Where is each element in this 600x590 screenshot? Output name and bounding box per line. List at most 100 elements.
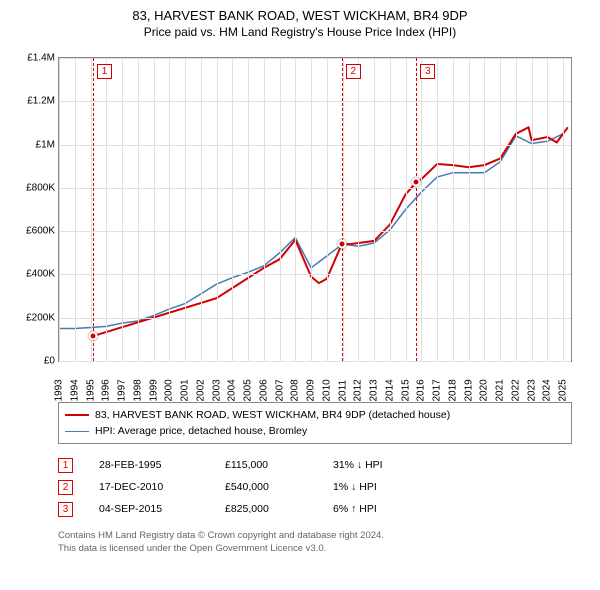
grid-h — [59, 58, 571, 59]
x-axis-label: 1993 — [54, 374, 65, 402]
legend-label-1: 83, HARVEST BANK ROAD, WEST WICKHAM, BR4… — [95, 409, 450, 421]
grid-v — [421, 58, 422, 361]
event-marker — [412, 178, 421, 187]
footnote-line1: Contains HM Land Registry data © Crown c… — [58, 530, 572, 543]
x-axis-label: 2001 — [180, 374, 191, 402]
grid-v — [185, 58, 186, 361]
chart-plot-area: £0£200K£400K£600K£800K£1M£1.2M£1.4M19931… — [58, 57, 572, 362]
event-pct: 31% ↓ HPI — [333, 459, 433, 471]
grid-h — [59, 188, 571, 189]
x-axis-label: 2013 — [369, 374, 380, 402]
grid-v — [264, 58, 265, 361]
event-badge-small: 1 — [58, 458, 73, 473]
grid-v — [138, 58, 139, 361]
event-line — [342, 58, 343, 361]
x-axis-label: 1996 — [101, 374, 112, 402]
x-axis-label: 2021 — [495, 374, 506, 402]
grid-v — [280, 58, 281, 361]
grid-h — [59, 231, 571, 232]
grid-v — [374, 58, 375, 361]
grid-v — [453, 58, 454, 361]
event-row: 1 28-FEB-1995 £115,000 31% ↓ HPI — [58, 454, 572, 476]
x-axis-label: 2018 — [447, 374, 458, 402]
grid-v — [547, 58, 548, 361]
x-axis-label: 2020 — [479, 374, 490, 402]
footnote-line2: This data is licensed under the Open Gov… — [58, 543, 572, 556]
x-axis-label: 2011 — [337, 374, 348, 402]
y-axis-label: £400K — [15, 269, 55, 280]
event-line — [416, 58, 417, 361]
event-pct: 6% ↑ HPI — [333, 503, 433, 515]
event-badge: 3 — [420, 64, 435, 79]
legend-swatch-red — [65, 414, 89, 416]
grid-v — [169, 58, 170, 361]
y-axis-label: £1.2M — [15, 96, 55, 107]
y-axis-label: £0 — [15, 356, 55, 367]
event-pct: 1% ↓ HPI — [333, 481, 433, 493]
x-axis-label: 1995 — [85, 374, 96, 402]
x-axis-label: 2004 — [227, 374, 238, 402]
grid-v — [327, 58, 328, 361]
x-axis-label: 1999 — [148, 374, 159, 402]
legend-label-2: HPI: Average price, detached house, Brom… — [95, 425, 307, 437]
event-date: 17-DEC-2010 — [99, 481, 199, 493]
grid-v — [217, 58, 218, 361]
x-axis-label: 2000 — [164, 374, 175, 402]
grid-h — [59, 274, 571, 275]
event-price: £825,000 — [225, 503, 307, 515]
grid-h — [59, 101, 571, 102]
event-price: £115,000 — [225, 459, 307, 471]
chart-container: 83, HARVEST BANK ROAD, WEST WICKHAM, BR4… — [0, 0, 600, 590]
x-axis-label: 2023 — [526, 374, 537, 402]
grid-v — [437, 58, 438, 361]
event-marker — [89, 332, 98, 341]
x-axis-label: 2016 — [416, 374, 427, 402]
x-axis-label: 2007 — [274, 374, 285, 402]
y-axis-label: £200K — [15, 312, 55, 323]
event-date: 28-FEB-1995 — [99, 459, 199, 471]
y-axis-label: £600K — [15, 226, 55, 237]
x-axis-label: 2002 — [195, 374, 206, 402]
grid-v — [311, 58, 312, 361]
x-axis-label: 2012 — [353, 374, 364, 402]
event-badge: 1 — [97, 64, 112, 79]
legend-row-1: 83, HARVEST BANK ROAD, WEST WICKHAM, BR4… — [65, 407, 565, 423]
x-axis-label: 1994 — [69, 374, 80, 402]
x-axis-label: 2014 — [384, 374, 395, 402]
grid-v — [469, 58, 470, 361]
grid-h — [59, 145, 571, 146]
x-axis-label: 2003 — [211, 374, 222, 402]
grid-v — [248, 58, 249, 361]
grid-v — [59, 58, 60, 361]
x-axis-label: 2009 — [306, 374, 317, 402]
event-row: 304-SEP-2015£825,0006% ↑ HPI — [58, 498, 572, 520]
grid-v — [232, 58, 233, 361]
grid-v — [91, 58, 92, 361]
chart-title-line2: Price paid vs. HM Land Registry's House … — [10, 25, 590, 39]
x-axis-label: 2005 — [243, 374, 254, 402]
x-axis-label: 2010 — [321, 374, 332, 402]
y-axis-label: £1.4M — [15, 53, 55, 64]
grid-v — [390, 58, 391, 361]
y-axis-label: £1M — [15, 139, 55, 150]
legend-row-2: HPI: Average price, detached house, Brom… — [65, 423, 565, 439]
x-axis-label: 2025 — [558, 374, 569, 402]
grid-v — [532, 58, 533, 361]
event-badge: 2 — [346, 64, 361, 79]
event-price: £540,000 — [225, 481, 307, 493]
x-axis-label: 2024 — [542, 374, 553, 402]
grid-v — [75, 58, 76, 361]
x-axis-label: 2008 — [290, 374, 301, 402]
event-badge-small: 2 — [58, 480, 73, 495]
grid-v — [154, 58, 155, 361]
x-axis-label: 1998 — [132, 374, 143, 402]
legend-swatch-blue — [65, 431, 89, 432]
grid-v — [122, 58, 123, 361]
event-line — [93, 58, 94, 361]
chart-svg — [59, 58, 571, 361]
event-row: 2 17-DEC-2010 £540,000 1% ↓ HPI — [58, 476, 572, 498]
x-axis-label: 2017 — [432, 374, 443, 402]
grid-v — [358, 58, 359, 361]
grid-v — [406, 58, 407, 361]
y-axis-label: £800K — [15, 182, 55, 193]
